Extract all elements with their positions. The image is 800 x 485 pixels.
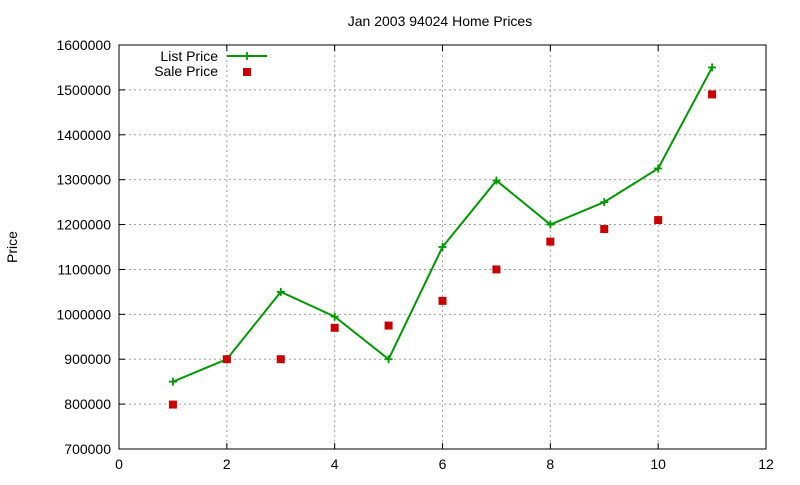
data-point-list-price: [600, 198, 609, 207]
series-line-list-price: [172, 66, 713, 383]
y-tick-label: 1300000: [56, 172, 111, 188]
y-axis-label: Price: [4, 231, 20, 263]
data-point-sale-price: [600, 225, 609, 234]
data-point-sale-price: [276, 355, 285, 364]
data-point-sale-price: [330, 323, 339, 332]
data-point-list-price: [384, 355, 393, 364]
data-point-sale-price: [654, 216, 663, 225]
data-point-sale-price: [438, 296, 447, 305]
data-point-list-price: [546, 220, 555, 229]
y-tick-label: 1600000: [56, 37, 111, 53]
x-tick-label: 6: [439, 456, 447, 472]
y-tick-label: 1100000: [58, 261, 112, 277]
legend-label-list-price: List Price: [160, 48, 218, 64]
data-point-list-price: [438, 243, 447, 251]
series-list-price: [168, 63, 717, 386]
data-point-list-price: [276, 287, 285, 296]
chart-title: Jan 2003 94024 Home Prices: [348, 13, 532, 29]
data-point-sale-price: [546, 237, 555, 246]
legend-label-sale-price: Sale Price: [154, 63, 218, 79]
data-point-sale-price: [222, 355, 231, 364]
data-point-list-price: [654, 164, 663, 173]
legend-marker-sale-price: [243, 68, 251, 76]
legend: List Price Sale Price: [154, 48, 267, 79]
series-sale-price: [168, 90, 717, 409]
y-tick-label: 900000: [64, 351, 111, 367]
legend-marker-list-price: [243, 52, 251, 60]
data-point-sale-price: [708, 90, 717, 99]
x-tick-label: 2: [223, 456, 231, 472]
data-point-list-price: [708, 63, 717, 72]
x-tick-label: 4: [331, 456, 339, 472]
y-tick-label: 800000: [64, 396, 111, 412]
y-tick-label: 1200000: [56, 217, 111, 233]
data-point-list-price: [330, 312, 339, 321]
axes: 0 2 4 6 8 10 12 700000 800000 900000 1000000 110000…: [56, 37, 774, 472]
y-tick-label: 1400000: [56, 127, 111, 143]
y-tick-label: 1500000: [56, 82, 111, 98]
data-point-sale-price: [168, 400, 177, 409]
y-tick-label: 1000000: [56, 306, 111, 322]
x-tick-label: 12: [758, 456, 774, 472]
data-point-sale-price: [492, 265, 501, 274]
data-point-list-price: [168, 377, 177, 386]
series-layer: [168, 63, 717, 409]
data-point-sale-price: [384, 321, 393, 330]
y-tick-label: 700000: [64, 441, 111, 457]
data-point-list-price: [492, 176, 501, 185]
x-tick-label: 10: [650, 456, 666, 472]
x-tick-label: 8: [546, 456, 554, 472]
x-tick-label: 0: [115, 456, 123, 472]
